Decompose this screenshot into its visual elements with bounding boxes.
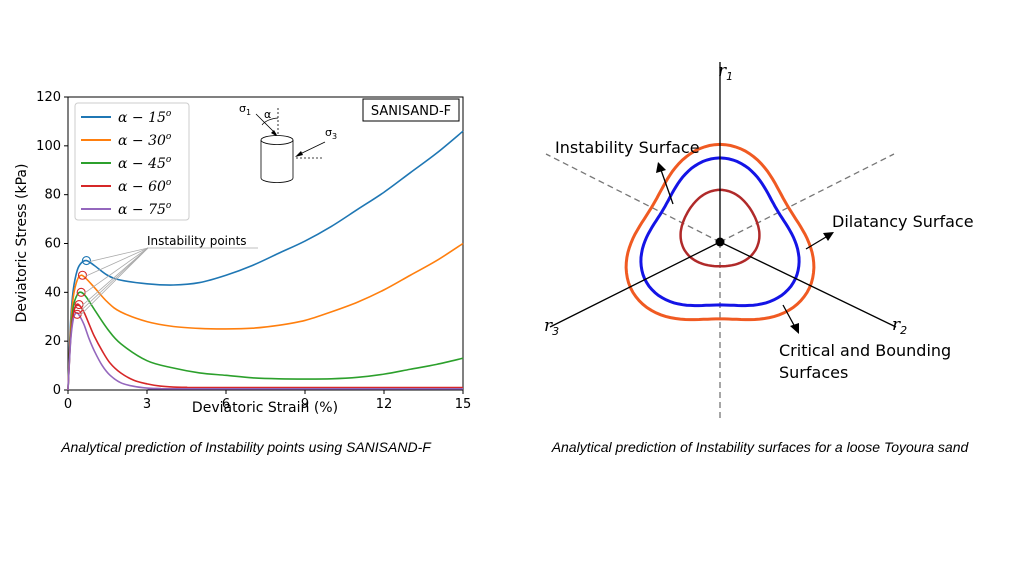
series-line-2 — [67, 242, 464, 391]
model-label-box — [362, 98, 460, 122]
legend-label: α − 15o — [118, 109, 172, 126]
leader-line — [89, 247, 149, 262]
instability-point — [81, 256, 91, 266]
instability-surfaces-diagram: r1 r2 r3 Instability Surface Dilatancy S… — [544, 61, 974, 455]
y-axis-ticks: 0 20 40 60 80 100 120 — [36, 90, 68, 398]
instability-arrowhead — [656, 162, 666, 173]
cylinder-top — [260, 135, 294, 145]
y-tick-label: 40 — [44, 285, 61, 300]
origin-point — [715, 237, 725, 247]
instability-annotation: Instability points — [147, 234, 247, 248]
y-tick-label: 80 — [44, 188, 61, 203]
r2-label: r2 — [892, 315, 907, 337]
x-axis-ticks: 0 3 6 9 12 15 — [64, 390, 471, 412]
legend-label: α − 60o — [118, 178, 172, 195]
y-axis-label: Deviatoric Stress (kPa) — [14, 164, 30, 323]
instability-surface-label: Instability Surface — [555, 138, 700, 157]
legend-label: α − 75o — [118, 201, 172, 218]
leader-line — [85, 247, 149, 277]
instability-arrow — [660, 169, 674, 205]
x-axis-label: Deviatoric Strain (%) — [192, 400, 338, 416]
leader-line — [81, 247, 149, 306]
leader-line — [80, 247, 149, 311]
x-tick-label: 0 — [64, 397, 72, 412]
alpha-label: α — [264, 108, 271, 121]
y-tick-label: 20 — [44, 334, 61, 349]
cylinder-bottom — [260, 177, 294, 183]
critical-arrow — [782, 304, 796, 328]
x-tick-label: 9 — [301, 397, 309, 412]
y-tick-label: 60 — [44, 237, 61, 252]
model-label: SANISAND-F — [371, 104, 451, 119]
critical-arrowhead — [790, 323, 799, 334]
instability-markers — [72, 256, 91, 319]
left-caption: Analytical prediction of Instability poi… — [60, 439, 432, 455]
sigma1-arrow-line — [255, 113, 277, 135]
y-tick-label: 120 — [36, 90, 61, 105]
dilatancy-arrowhead — [823, 232, 834, 241]
legend: α − 15o α − 30o α − 45o α − 60o α − 75o — [81, 109, 172, 218]
sigma3-arrow-line — [297, 141, 326, 156]
right-caption: Analytical prediction of Instability sur… — [551, 439, 970, 455]
leader-line — [79, 247, 149, 316]
instability-point — [77, 270, 88, 280]
series-line-4 — [67, 303, 464, 391]
y-tick-label: 100 — [36, 139, 61, 154]
stress-strain-chart: 0 3 6 9 12 15 0 20 40 60 80 100 120 Deviatoric Stra… — [14, 90, 471, 455]
legend-label: α − 30o — [118, 132, 172, 149]
leader-line — [83, 247, 149, 294]
r2-axis — [719, 241, 897, 328]
dashed-axis-upper-left — [545, 153, 721, 243]
critical-surface-label-line1: Critical and Bounding — [779, 341, 951, 360]
series-line-5 — [67, 311, 464, 391]
r3-axis — [549, 241, 721, 328]
sigma1-label: σ1 — [239, 102, 251, 117]
x-tick-label: 6 — [222, 397, 230, 412]
instability-leader-lines — [79, 247, 149, 316]
x-tick-label: 15 — [455, 397, 472, 412]
dashed-axis-upper-right — [719, 153, 895, 243]
r1-label: r1 — [718, 61, 733, 83]
legend-label: α − 45o — [118, 155, 172, 172]
sigma3-arrowhead — [295, 151, 303, 157]
x-tick-label: 12 — [376, 397, 393, 412]
specimen-inset: σ1 α σ3 — [239, 102, 337, 183]
alpha-arc — [261, 117, 279, 126]
series-line-1 — [67, 130, 464, 391]
sigma3-label: σ3 — [325, 126, 337, 141]
x-tick-label: 3 — [143, 397, 151, 412]
series-line-3 — [67, 291, 464, 391]
dilatancy-surface-label: Dilatancy Surface — [832, 212, 974, 231]
r3-label: r3 — [544, 316, 559, 338]
legend-box — [74, 102, 190, 221]
dilatancy-arrow — [805, 236, 827, 250]
critical-surface-label-line2: Surfaces — [779, 363, 848, 382]
y-tick-label: 0 — [53, 383, 61, 398]
